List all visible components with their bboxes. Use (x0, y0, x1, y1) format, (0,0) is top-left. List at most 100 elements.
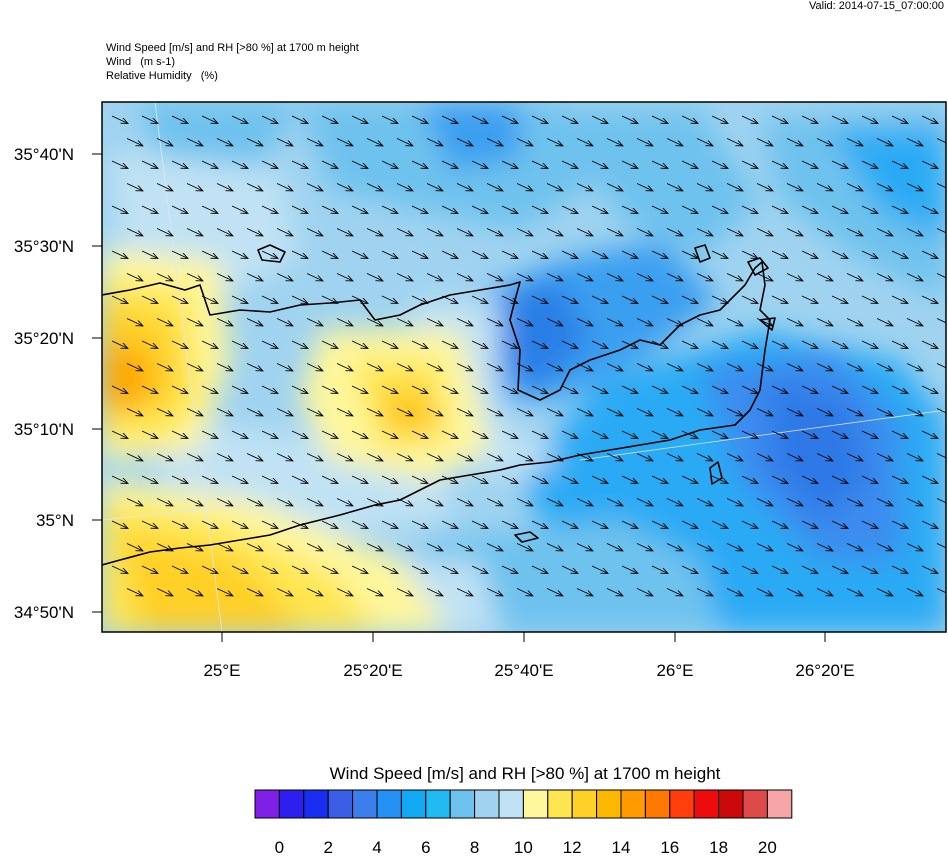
wind-arrow (366, 453, 382, 461)
wind-arrow (456, 363, 472, 371)
wind-arrow (561, 520, 577, 528)
wind-arrow (816, 228, 832, 236)
colorbar-swatch (693, 789, 720, 819)
colorbar-swatch (254, 789, 280, 819)
wind-arrow (321, 205, 337, 213)
wind-arrow (261, 565, 277, 573)
wind-arrow (696, 138, 712, 146)
wind-arrow (171, 430, 187, 438)
wind-arrow (246, 318, 262, 326)
wind-arrow (741, 340, 757, 348)
wind-arrow (861, 385, 877, 393)
wind-arrow (351, 565, 367, 573)
wind-arrow (861, 115, 877, 123)
wind-arrow (426, 588, 442, 596)
wind-arrow (546, 318, 562, 326)
wind-arrow (741, 385, 757, 393)
wind-arrow (771, 565, 787, 573)
lat-label-3520: 35°20'N (14, 329, 74, 348)
wind-arrow (381, 115, 397, 123)
colorbar-swatch (376, 789, 402, 819)
wind-arrow (156, 228, 172, 236)
colorbar-swatch (718, 789, 744, 819)
wind-arrow (636, 543, 652, 551)
wind-arrow (171, 115, 187, 123)
wind-arrow (891, 430, 907, 438)
wind-arrow (411, 520, 427, 528)
wind-arrow (276, 543, 292, 551)
wind-arrow (711, 340, 727, 348)
wind-arrow (336, 453, 352, 461)
wind-arrow (186, 228, 202, 236)
wind-arrow (156, 363, 172, 371)
wind-arrow (591, 250, 607, 258)
wind-arrow (876, 273, 892, 281)
wind-arrow (846, 408, 862, 416)
wind-arrow (456, 318, 472, 326)
wind-arrow (141, 430, 157, 438)
wind-arrow (231, 205, 247, 213)
wind-arrow (591, 520, 607, 528)
wind-arrow (231, 475, 247, 483)
wind-arrow (276, 408, 292, 416)
wind-arrow (681, 340, 697, 348)
wind-arrow (246, 543, 262, 551)
wind-arrow (366, 273, 382, 281)
wind-arrow (636, 588, 652, 596)
wind-arrow (396, 318, 412, 326)
wind-arrow (606, 228, 622, 236)
colorbar-swatch (303, 789, 329, 819)
wind-arrow (216, 498, 232, 506)
wind-arrow (756, 318, 772, 326)
wind-arrow (261, 295, 277, 303)
wind-arrow (936, 498, 946, 506)
wind-arrow (546, 543, 562, 551)
colorbar-swatch (278, 789, 305, 819)
wind-arrow (711, 115, 727, 123)
wind-arrow (546, 273, 562, 281)
wind-arrow (771, 295, 787, 303)
wind-arrow (351, 475, 367, 483)
wind-arrow (426, 543, 442, 551)
wind-arrow (231, 565, 247, 573)
wind-arrow (771, 115, 787, 123)
wind-arrow (921, 430, 937, 438)
wind-arrow (636, 138, 652, 146)
wind-arrow (126, 453, 142, 461)
wind-arrow (306, 318, 322, 326)
wind-arrow (501, 565, 517, 573)
wind-arrow (576, 228, 592, 236)
wind-arrow (306, 183, 322, 191)
wind-arrow (426, 318, 442, 326)
wind-arrow (561, 565, 577, 573)
wind-arrow (216, 183, 232, 191)
wind-arrow (921, 520, 937, 528)
wind-arrow (111, 475, 127, 483)
wind-arrow (786, 408, 802, 416)
wind-arrow (756, 408, 772, 416)
wind-arrow (936, 138, 946, 146)
wind-arrow (921, 475, 937, 483)
wind-arrow (531, 565, 547, 573)
wind-arrow (666, 318, 682, 326)
wind-arrow (576, 273, 592, 281)
wind-arrow (171, 520, 187, 528)
wind-arrow (831, 160, 847, 168)
wind-arrow (486, 318, 502, 326)
wind-arrow (261, 520, 277, 528)
wind-arrow (486, 273, 502, 281)
wind-arrow (921, 340, 937, 348)
wind-arrow (681, 205, 697, 213)
lat-label-3540: 35°40'N (14, 145, 74, 164)
wind-arrow (501, 475, 517, 483)
wind-arrow (621, 520, 637, 528)
wind-arrow (651, 430, 667, 438)
wind-arrow (906, 408, 922, 416)
wind-arrow (786, 498, 802, 506)
wind-arrow (771, 340, 787, 348)
wind-arrow (726, 453, 742, 461)
wind-arrow (906, 318, 922, 326)
wind-arrow (141, 115, 157, 123)
wind-arrow (681, 565, 697, 573)
wind-arrow (531, 295, 547, 303)
